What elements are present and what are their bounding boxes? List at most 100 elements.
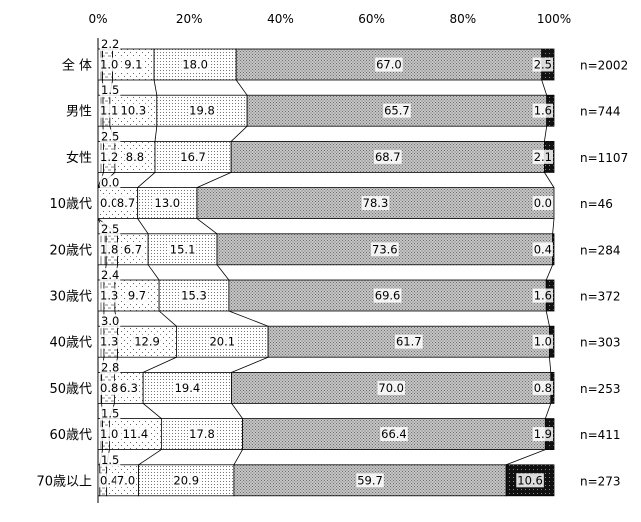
data-label-background	[394, 334, 423, 349]
category-label: 20歳代	[49, 243, 92, 258]
data-label-background	[100, 268, 121, 282]
data-label-background	[100, 37, 121, 51]
data-label-background	[100, 314, 121, 329]
data-label: 1.9	[534, 427, 552, 441]
data-label-background	[516, 473, 544, 488]
data-label: 65.7	[384, 104, 410, 118]
data-label: 1.8	[100, 242, 118, 256]
sample-size-label: n=253	[580, 382, 621, 396]
data-label: 9.1	[124, 58, 142, 72]
series-connector-line	[137, 172, 156, 188]
data-label: 6.3	[120, 381, 138, 395]
data-label-background	[532, 149, 553, 164]
series-connector-line	[544, 126, 548, 142]
data-label-background	[99, 473, 120, 488]
bar-segment	[505, 464, 555, 497]
category-label: 10歳代	[49, 197, 92, 212]
data-label: 1.6	[534, 289, 552, 303]
data-label-background	[532, 288, 553, 303]
data-label-background	[375, 57, 403, 72]
data-label: 16.7	[180, 150, 206, 164]
data-label-background	[168, 242, 197, 257]
data-label-background	[118, 380, 139, 395]
x-tick-label: 0%	[88, 12, 107, 26]
data-label: 12.9	[134, 335, 160, 349]
data-label-background	[532, 103, 553, 118]
data-label: 10.6	[517, 473, 543, 487]
data-label: 2.1	[534, 150, 552, 164]
series-connector-line	[228, 310, 269, 327]
data-label: 13.0	[155, 196, 181, 210]
data-label-background	[99, 149, 120, 164]
series-connector-line	[216, 264, 230, 281]
series-connector-line	[142, 403, 162, 419]
data-label-background	[532, 196, 553, 211]
category-label: 全 体	[62, 58, 92, 74]
data-label: 2.8	[101, 360, 119, 374]
data-label-background	[532, 334, 553, 349]
series-connector-line	[552, 218, 555, 234]
data-label: 73.6	[372, 242, 398, 256]
series-connector-line	[549, 357, 552, 373]
data-label: 66.4	[381, 427, 407, 441]
data-label: 8.7	[117, 196, 135, 210]
data-label: 19.4	[175, 381, 201, 395]
data-label-background	[383, 103, 411, 118]
bars-layer	[97, 48, 555, 497]
category-label: 女性	[66, 150, 92, 166]
data-label-background	[371, 242, 399, 257]
data-label: 1.0	[100, 58, 118, 72]
data-label-background	[356, 473, 384, 488]
data-label: 19.8	[189, 104, 215, 118]
data-label-background	[99, 196, 120, 211]
data-label: 69.6	[375, 289, 401, 303]
data-label: 0.8	[534, 381, 552, 395]
data-label-background	[99, 427, 120, 442]
series-connector-line	[154, 126, 158, 142]
data-label: 68.7	[375, 150, 401, 164]
data-label: 11.4	[123, 427, 149, 441]
series-connector-line	[235, 79, 248, 96]
data-label: 0.0	[101, 176, 119, 190]
labels-layer: 0% 20% 40% 60% 80% 100% 全 体 n=2002 2.2 1.0 9.1 18.0…	[36, 12, 628, 489]
series-connector-line	[158, 310, 177, 327]
data-label: 20.9	[173, 473, 199, 487]
data-label: 0.4	[534, 242, 552, 256]
data-label: 18.0	[182, 58, 208, 72]
data-label: 2.5	[101, 222, 119, 236]
data-label-background	[99, 57, 120, 72]
data-label-background	[532, 380, 553, 395]
data-label-background	[124, 149, 146, 164]
x-tick-label: 100%	[537, 12, 571, 26]
series-connector-line	[138, 449, 162, 466]
data-label-background	[115, 473, 137, 488]
x-tick-label: 60%	[358, 12, 385, 26]
data-label: 9.7	[128, 289, 146, 303]
category-label: 60歳代	[49, 428, 92, 443]
data-label-background	[99, 334, 120, 349]
data-label: 10.3	[121, 104, 147, 118]
series-connector-line	[541, 79, 548, 96]
data-label-background	[172, 473, 201, 488]
data-label-background	[532, 427, 553, 442]
sample-size-label: n=2002	[580, 59, 628, 73]
data-label: 0.0	[100, 196, 118, 210]
data-label: 2.5	[101, 129, 119, 143]
data-label-background	[188, 103, 216, 118]
data-label: 2.2	[101, 37, 119, 51]
series-connector-line	[231, 356, 269, 373]
data-label: 1.5	[101, 83, 119, 97]
x-tick-label: 20%	[176, 12, 203, 26]
category-label: 70歳以上	[36, 474, 92, 489]
data-label-background	[380, 427, 408, 442]
data-label-background	[119, 103, 148, 118]
data-label: 8.8	[126, 150, 144, 164]
data-label: 1.0	[100, 427, 118, 441]
bar-segment	[267, 325, 550, 358]
data-label-background	[99, 288, 120, 303]
data-label: 3.0	[101, 314, 119, 328]
data-label-background	[373, 149, 402, 164]
data-label-background	[121, 427, 150, 442]
data-label: 0.0	[534, 196, 552, 210]
data-label-background	[188, 427, 216, 442]
